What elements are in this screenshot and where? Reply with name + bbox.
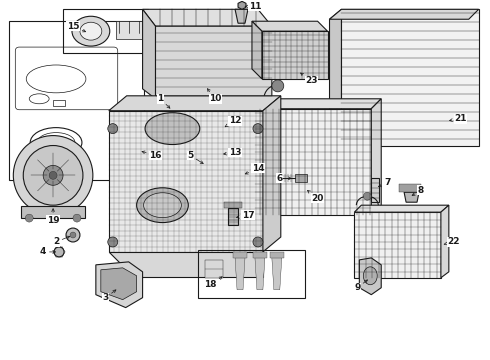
- Circle shape: [272, 80, 284, 92]
- Polygon shape: [238, 1, 246, 9]
- Bar: [399, 184, 421, 192]
- Circle shape: [363, 192, 371, 200]
- Polygon shape: [404, 192, 419, 202]
- Circle shape: [25, 214, 33, 222]
- Text: 11: 11: [245, 2, 261, 11]
- Circle shape: [108, 123, 118, 134]
- Polygon shape: [109, 96, 281, 111]
- Bar: [53, 100, 65, 106]
- Polygon shape: [143, 9, 155, 99]
- Polygon shape: [272, 258, 282, 290]
- Bar: [294, 174, 307, 182]
- Circle shape: [23, 145, 83, 205]
- Bar: [185, 99, 196, 109]
- Circle shape: [73, 214, 81, 222]
- Text: 23: 23: [300, 73, 318, 85]
- Text: 15: 15: [67, 22, 86, 32]
- Ellipse shape: [199, 157, 213, 174]
- Text: 5: 5: [187, 151, 203, 163]
- Ellipse shape: [145, 113, 200, 144]
- Bar: [116, 21, 144, 39]
- Polygon shape: [235, 258, 245, 290]
- Text: 13: 13: [223, 148, 241, 157]
- Polygon shape: [252, 21, 327, 31]
- Ellipse shape: [137, 188, 188, 222]
- Text: 8: 8: [412, 186, 424, 195]
- Polygon shape: [371, 178, 379, 202]
- Polygon shape: [198, 153, 215, 185]
- Text: 10: 10: [207, 89, 221, 103]
- Polygon shape: [235, 9, 248, 23]
- Circle shape: [43, 165, 63, 185]
- Ellipse shape: [211, 147, 229, 162]
- Ellipse shape: [144, 193, 181, 217]
- Polygon shape: [143, 9, 272, 26]
- Polygon shape: [252, 21, 262, 79]
- Text: 19: 19: [47, 209, 59, 225]
- Bar: [252, 99, 262, 109]
- Text: 14: 14: [245, 164, 264, 174]
- Polygon shape: [255, 258, 265, 290]
- Ellipse shape: [213, 123, 231, 139]
- Bar: [21, 206, 85, 218]
- Text: 9: 9: [354, 280, 368, 292]
- Polygon shape: [109, 111, 263, 252]
- Polygon shape: [155, 26, 272, 106]
- Polygon shape: [255, 109, 371, 215]
- Text: 1: 1: [157, 94, 170, 108]
- Text: 17: 17: [237, 211, 254, 220]
- Polygon shape: [96, 262, 143, 307]
- Circle shape: [253, 237, 263, 247]
- Circle shape: [108, 237, 118, 247]
- Text: 2: 2: [53, 236, 70, 247]
- Polygon shape: [354, 205, 449, 212]
- Text: 7: 7: [378, 178, 391, 187]
- Text: 22: 22: [444, 238, 460, 247]
- Bar: [163, 99, 172, 109]
- Polygon shape: [371, 99, 381, 215]
- Bar: [205, 260, 223, 278]
- Text: 21: 21: [450, 114, 467, 123]
- Bar: [233, 252, 247, 258]
- Polygon shape: [109, 252, 263, 277]
- Circle shape: [13, 136, 93, 215]
- Bar: [208, 99, 218, 109]
- Polygon shape: [263, 96, 281, 252]
- Bar: [232, 99, 242, 109]
- Bar: [253, 252, 267, 258]
- Polygon shape: [101, 268, 137, 300]
- Circle shape: [49, 171, 57, 179]
- Bar: [238, 165, 258, 182]
- Text: 20: 20: [308, 190, 324, 203]
- Polygon shape: [255, 99, 381, 109]
- Polygon shape: [342, 9, 479, 145]
- Polygon shape: [441, 205, 449, 278]
- Ellipse shape: [80, 22, 102, 40]
- Polygon shape: [354, 212, 441, 278]
- Ellipse shape: [72, 16, 110, 46]
- Text: 12: 12: [225, 116, 241, 127]
- Ellipse shape: [363, 267, 377, 285]
- Polygon shape: [262, 31, 327, 79]
- Text: 6: 6: [277, 174, 291, 183]
- Text: 16: 16: [142, 151, 162, 160]
- Circle shape: [70, 232, 76, 238]
- Polygon shape: [228, 208, 238, 225]
- Bar: [270, 252, 284, 258]
- Circle shape: [54, 247, 64, 257]
- Text: 18: 18: [204, 277, 222, 289]
- Circle shape: [66, 228, 80, 242]
- Polygon shape: [210, 119, 242, 143]
- Polygon shape: [329, 9, 342, 156]
- Polygon shape: [208, 143, 240, 165]
- Text: 3: 3: [103, 290, 116, 302]
- Bar: [9, 21, 144, 180]
- Bar: [63, 9, 147, 53]
- Bar: [224, 202, 242, 208]
- Polygon shape: [329, 9, 479, 19]
- Polygon shape: [359, 258, 381, 295]
- Text: 4: 4: [40, 247, 55, 256]
- Circle shape: [253, 123, 263, 134]
